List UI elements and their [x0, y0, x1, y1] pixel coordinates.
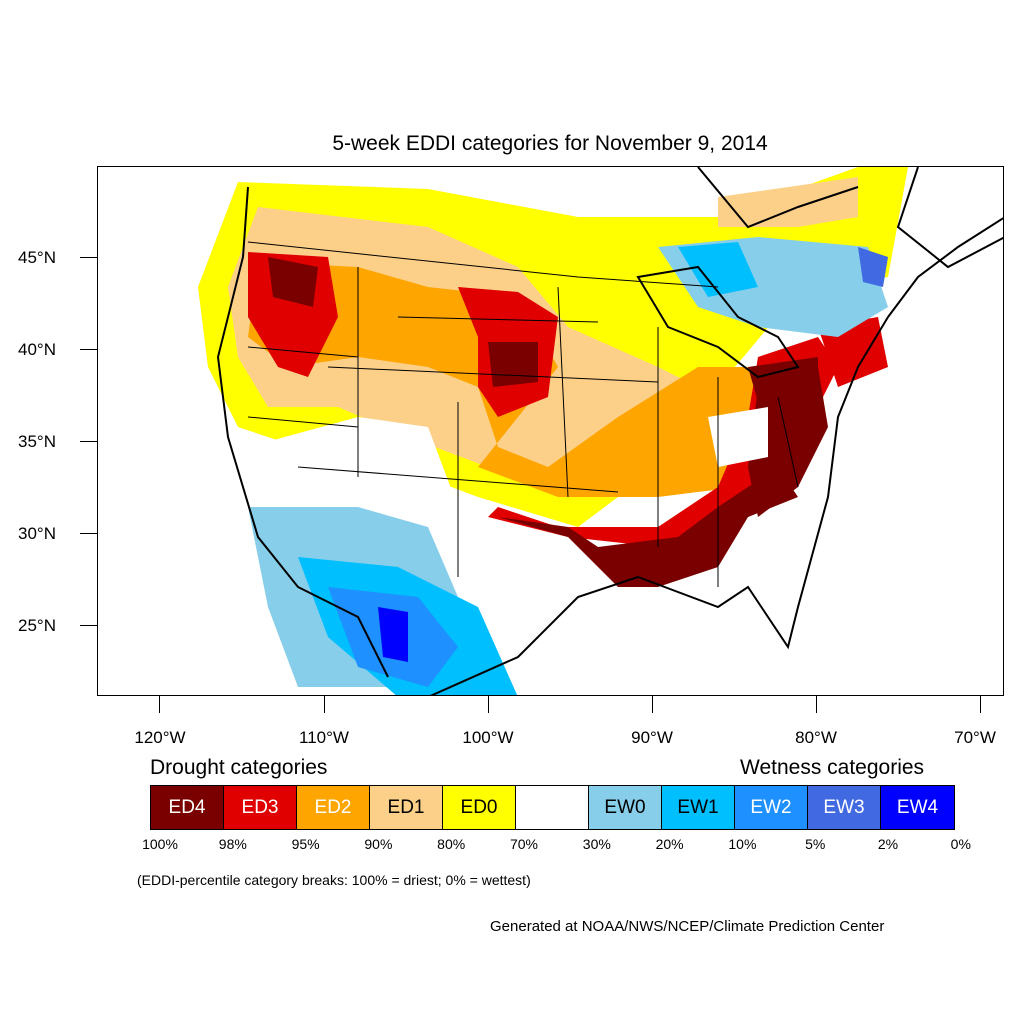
map-panel — [97, 166, 1004, 696]
great-lakes-outline — [636, 265, 800, 379]
drought-heading: Drought categories — [150, 756, 328, 779]
legend-cell-ed0: ED0 — [443, 786, 516, 829]
lat-label-35: 35°N — [18, 432, 56, 451]
percentile-label: 10% — [728, 836, 757, 852]
percentile-label: 90% — [364, 836, 393, 852]
percentile-label: 2% — [877, 836, 899, 852]
lat-label-25: 25°N — [18, 616, 56, 635]
lon-label-120: 120°W — [134, 728, 186, 747]
lon-label-100: 100°W — [462, 728, 514, 747]
lon-tick — [816, 696, 817, 713]
credit-text: Generated at NOAA/NWS/NCEP/Climate Predi… — [490, 918, 885, 935]
legend-cell-ew4: EW4 — [881, 786, 954, 829]
lat-label-40: 40°N — [18, 340, 56, 359]
lat-tick — [80, 441, 97, 442]
lat-tick — [80, 257, 97, 258]
lat-label-30: 30°N — [18, 524, 56, 543]
lon-tick — [324, 696, 325, 713]
lon-label-110: 110°W — [299, 728, 349, 747]
legend-cell-ew3: EW3 — [808, 786, 881, 829]
lat-tick — [80, 533, 97, 534]
ew1-ontario — [678, 242, 758, 297]
percentile-label: 30% — [582, 836, 611, 852]
lon-tick — [652, 696, 653, 713]
ed1-northeast — [718, 177, 858, 227]
lat-tick — [80, 349, 97, 350]
legend-cell-ed1: ED1 — [370, 786, 443, 829]
lat-label-45: 45°N — [18, 248, 56, 267]
legend-cell-ew2: EW2 — [735, 786, 808, 829]
ew4-mexico — [378, 607, 408, 662]
percentile-label: 70% — [509, 836, 539, 852]
lat-tick — [80, 625, 97, 626]
wetness-heading: Wetness categories — [740, 756, 925, 779]
percentile-label: 5% — [805, 836, 826, 852]
neutral-ohio — [708, 407, 768, 467]
category-note: (EDDI-percentile category breaks: 100% =… — [137, 872, 531, 888]
legend-colorbar: ED4 ED3 ED2 ED1 ED0 EW0 EW1 EW2 EW3 EW4 — [150, 785, 955, 830]
legend-cell-ed4: ED4 — [151, 786, 224, 829]
legend-cell-ew0: EW0 — [589, 786, 662, 829]
lon-label-80: 80°W — [795, 728, 837, 747]
percentile-label: 80% — [437, 836, 466, 852]
us-coastline — [216, 186, 1003, 695]
percentile-label: 20% — [655, 836, 684, 852]
legend-cell-neutral — [516, 786, 589, 829]
ed4-plains — [488, 342, 538, 387]
lon-label-90: 90°W — [631, 728, 673, 747]
lon-tick — [980, 696, 981, 713]
percentile-label: 98% — [218, 836, 247, 852]
lon-label-70: 70°W — [954, 728, 996, 747]
state-borders — [247, 241, 799, 587]
percentile-label: 0% — [950, 836, 971, 852]
canada-coast — [697, 167, 1003, 269]
lon-tick — [488, 696, 489, 713]
ed4-south — [498, 467, 798, 587]
legend-cell-ew1: EW1 — [662, 786, 735, 829]
legend-cell-ed2: ED2 — [297, 786, 370, 829]
ew3-quebec — [858, 247, 888, 287]
lon-tick — [159, 696, 160, 713]
percentile-label: 95% — [291, 836, 320, 852]
percentile-label: 100% — [142, 836, 178, 852]
map-title: 5-week EDDI categories for November 9, 2… — [332, 132, 768, 155]
ed4-northwest — [268, 257, 318, 307]
legend-cell-ed3: ED3 — [224, 786, 297, 829]
eddi-map — [198, 167, 1003, 695]
ed4-midatlantic — [748, 357, 818, 412]
